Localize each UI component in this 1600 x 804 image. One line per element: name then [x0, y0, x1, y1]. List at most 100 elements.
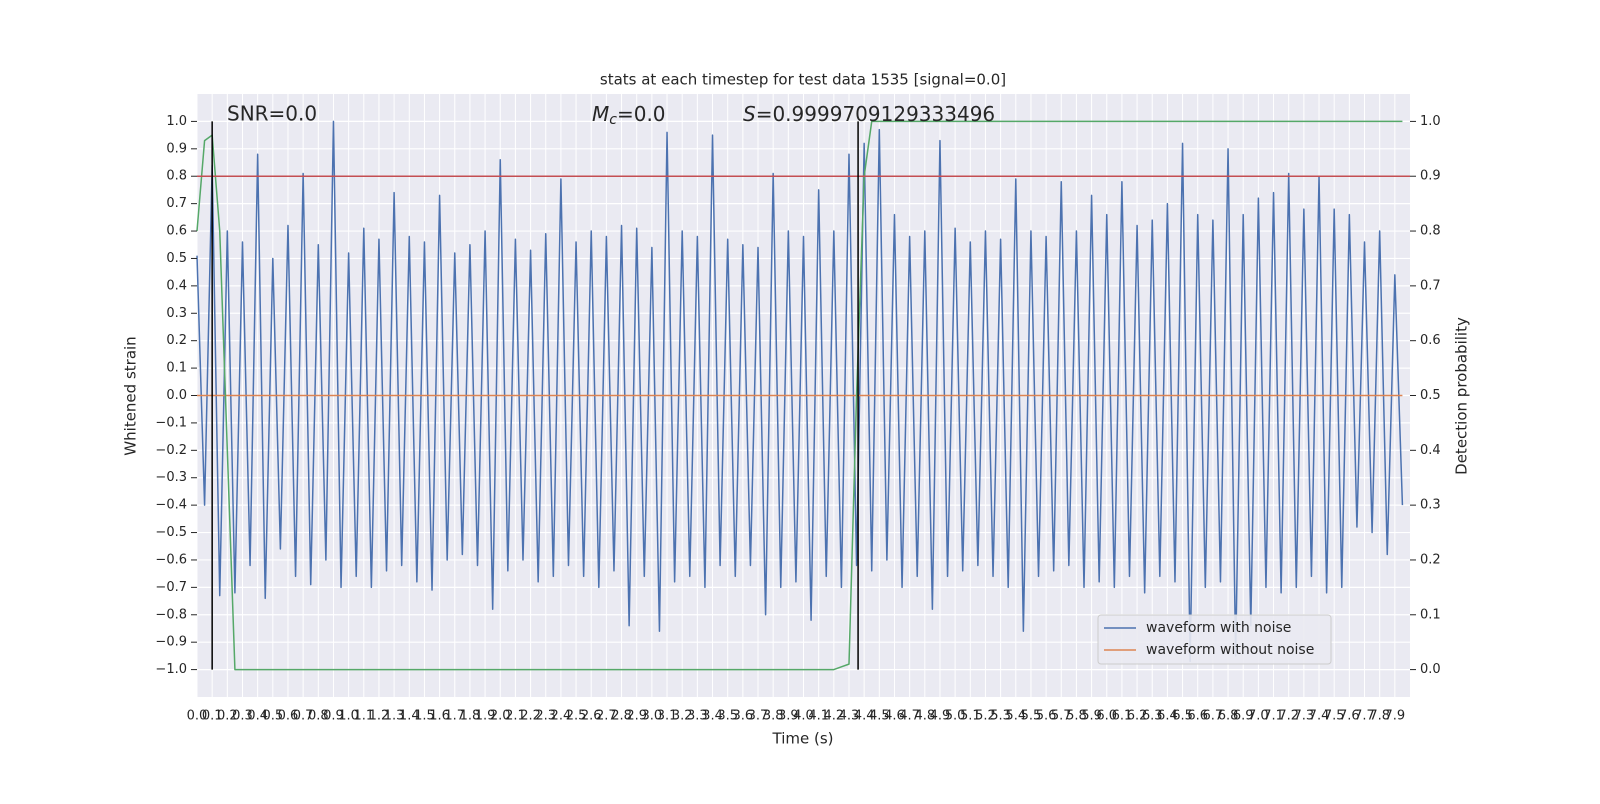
y-tick-label: −0.1 [155, 415, 187, 430]
x-tick-label: 5.2 [975, 709, 996, 724]
x-tick-label: 4.8 [914, 709, 935, 724]
x-tick-label: 0.8 [308, 709, 329, 724]
x-tick-label: 2.8 [611, 709, 632, 724]
x-tick-label: 3.4 [702, 709, 723, 724]
x-tick-label: 0.4 [247, 709, 268, 724]
y2-axis-label: Detection probability [1453, 317, 1471, 475]
x-tick-label: 6.6 [1187, 709, 1208, 724]
y2-tick-label: 0.2 [1420, 552, 1441, 567]
x-tick-label: 7.4 [1309, 709, 1330, 724]
x-tick-label: 1.4 [399, 709, 420, 724]
x-tick-label: 4.5 [869, 709, 890, 724]
chart-title: stats at each timestep for test data 153… [600, 71, 1006, 89]
y2-tick-label: 1.0 [1420, 114, 1441, 129]
x-tick-label: 6.8 [1218, 709, 1239, 724]
x-tick-label: 4.2 [823, 709, 844, 724]
x-tick-label: 1.0 [338, 709, 359, 724]
y2-tick-label: 0.3 [1420, 498, 1441, 513]
x-tick-label: 0.6 [278, 709, 299, 724]
y-tick-label: 0.3 [166, 306, 187, 321]
x-tick-label: 1.8 [460, 709, 481, 724]
x-tick-label: 0.1 [202, 709, 223, 724]
x-tick-label: 3.2 [672, 709, 693, 724]
x-tick-label: 1.9 [475, 709, 496, 724]
x-tick-label: 4.4 [854, 709, 875, 724]
y-axis-label: Whitened strain [122, 336, 140, 455]
x-tick-label: 5.8 [1066, 709, 1087, 724]
x-tick-label: 6.3 [1142, 709, 1163, 724]
x-tick-label: 6.0 [1096, 709, 1117, 724]
annotation-subscript: c [609, 112, 617, 128]
x-tick-label: 5.4 [1005, 709, 1026, 724]
y-tick-label: 0.6 [166, 224, 187, 239]
x-tick-label: 7.6 [1339, 709, 1360, 724]
x-tick-label: 0.3 [232, 709, 253, 724]
marks [196, 120, 1410, 671]
y-tick-label: 1.0 [166, 114, 187, 129]
x-tick-label: 5.6 [1036, 709, 1057, 724]
x-tick-label: 7.5 [1324, 709, 1345, 724]
x-tick-label: 3.1 [657, 709, 678, 724]
x-tick-label: 2.6 [581, 709, 602, 724]
legend: waveform with noise waveform without nois… [1097, 614, 1332, 665]
y-tick-label: −0.8 [155, 607, 187, 622]
x-tick-label: 4.9 [930, 709, 951, 724]
x-tick-label: 4.3 [839, 709, 860, 724]
x-tick-label: 1.6 [429, 709, 450, 724]
x-tick-label: 6.7 [1203, 709, 1224, 724]
x-tick-label: 1.2 [369, 709, 390, 724]
x-tick-label: 7.9 [1384, 709, 1405, 724]
y2-tick-label: 0.5 [1420, 388, 1441, 403]
y-tick-label: 0.4 [166, 278, 187, 293]
x-tick-label: 2.3 [535, 709, 556, 724]
x-tick-label: 7.1 [1263, 709, 1284, 724]
x-tick-label: 0.7 [293, 709, 314, 724]
y-tick-label: 0.5 [166, 251, 187, 266]
x-tick-label: 6.4 [1157, 709, 1178, 724]
y2-tick-label: 0.6 [1420, 333, 1441, 348]
annotation-value: =0.0 [617, 102, 666, 126]
y-tick-label: 0.8 [166, 169, 187, 184]
x-tick-label: 5.1 [960, 709, 981, 724]
x-tick-label: 2.9 [626, 709, 647, 724]
x-tick-label: 0.9 [323, 709, 344, 724]
y2-tick-label: 0.0 [1420, 662, 1441, 677]
x-tick-label: 6.9 [1233, 709, 1254, 724]
y-tick-label: 0.1 [166, 361, 187, 376]
y-tick-label: 0.2 [166, 333, 187, 348]
x-tick-label: 5.7 [1051, 709, 1072, 724]
series-line [196, 120, 1404, 663]
y2-tick-label: 0.7 [1420, 278, 1441, 293]
x-tick-label: 3.8 [763, 709, 784, 724]
y2-tick-label: 0.8 [1420, 224, 1441, 239]
x-tick-label: 7.8 [1369, 709, 1390, 724]
x-tick-label: 2.1 [505, 709, 526, 724]
y-tick-label: −0.6 [155, 552, 187, 567]
x-tick-label: 4.7 [899, 709, 920, 724]
y-tick-label: −0.4 [155, 498, 187, 513]
x-tick-label: 2.4 [551, 709, 572, 724]
annotation: SNR=0.0 [227, 102, 317, 126]
x-tick-label: 7.7 [1354, 709, 1375, 724]
annotation-symbol: M [592, 102, 609, 126]
x-tick-label: 2.2 [520, 709, 541, 724]
annotation-value: =0.9999709129333496 [756, 102, 995, 126]
legend-label: waveform with noise [1146, 620, 1291, 636]
x-tick-label: 6.2 [1127, 709, 1148, 724]
y-tick-label: −0.7 [155, 580, 187, 595]
y-tick-label: −0.9 [155, 635, 187, 650]
y-tick-label: −0.2 [155, 443, 187, 458]
x-tick-label: 2.7 [596, 709, 617, 724]
x-tick-label: 1.3 [384, 709, 405, 724]
x-tick-label: 4.1 [808, 709, 829, 724]
x-tick-label: 0.0 [187, 709, 208, 724]
y-tick-label: −0.3 [155, 470, 187, 485]
x-tick-label: 6.1 [1112, 709, 1133, 724]
x-tick-label: 7.3 [1294, 709, 1315, 724]
annotation: S=0.9999709129333496 [743, 102, 995, 126]
x-tick-label: 1.7 [444, 709, 465, 724]
x-tick-label: 3.5 [717, 709, 738, 724]
labels: 0.00.10.20.30.40.50.60.70.80.91.01.11.21… [155, 114, 1440, 724]
